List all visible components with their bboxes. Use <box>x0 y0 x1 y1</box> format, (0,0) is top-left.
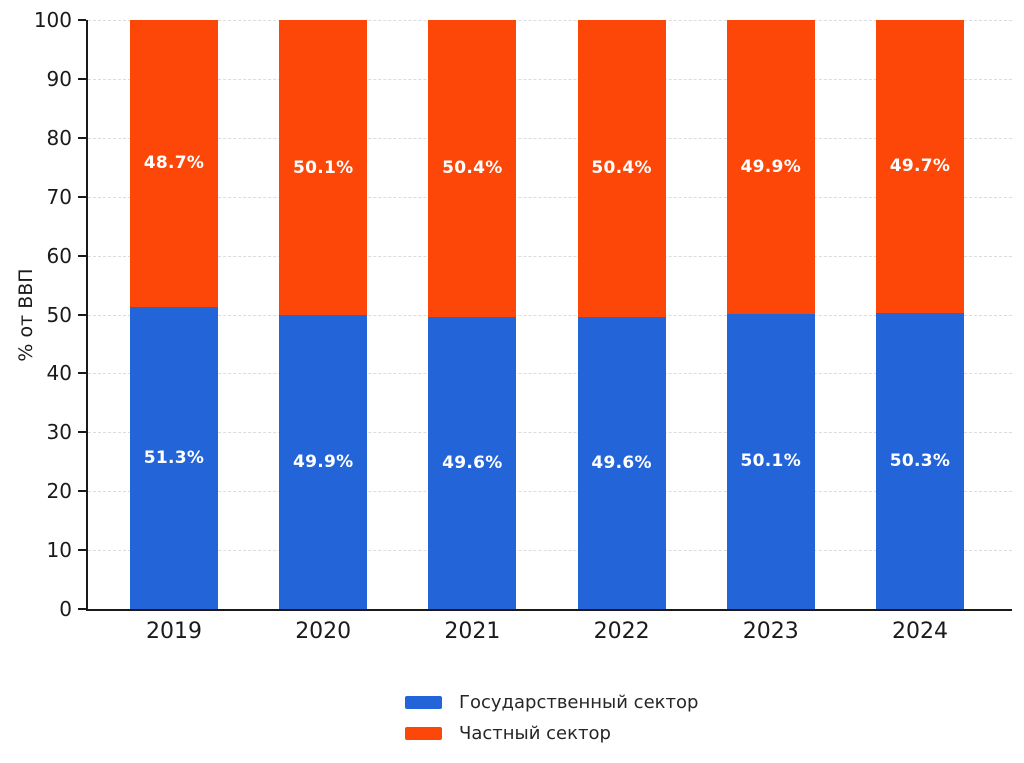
gridline-y-100 <box>88 20 1012 21</box>
y-axis-spine <box>86 20 88 611</box>
x-tick-label-2023: 2023 <box>742 619 799 644</box>
bar-2023-private-label: 49.9% <box>740 156 802 177</box>
bar-2023-state-segment: 50.1% <box>726 313 815 609</box>
bar-2022: 50.4% 49.6% <box>577 20 666 609</box>
bar-2019: 48.7% 51.3% <box>130 20 218 609</box>
gridline-y-20 <box>88 491 1012 493</box>
bar-2021: 50.4% 49.6% <box>428 20 517 609</box>
y-tick-label-60: 60 <box>46 243 72 268</box>
plot-area: 48.7% 51.3% 50.1% 49.9% 50.4% 49.6% 50.4% 49.6%… <box>34 8 1012 644</box>
bar-2023-state-label: 50.1% <box>740 451 802 472</box>
y-tick-mark-40 <box>78 372 86 375</box>
bar-2022-private-segment: 50.4% <box>577 20 666 317</box>
gridline-y-70 <box>88 196 1012 198</box>
bar-2019-state-label: 51.3% <box>143 447 205 468</box>
y-tick-mark-80 <box>78 136 86 139</box>
x-tick-label-2021: 2021 <box>444 619 501 644</box>
legend-swatch-icon <box>405 696 442 709</box>
bar-2020-private-label: 50.1% <box>292 157 354 178</box>
y-tick-mark-20 <box>78 490 86 493</box>
y-tick-label-0: 0 <box>59 597 72 621</box>
x-tick-label-2024: 2024 <box>892 619 948 644</box>
gridline-y-50 <box>88 314 1012 316</box>
y-tick-label-40: 40 <box>46 361 72 386</box>
legend-label: Частный сектор <box>459 723 611 744</box>
bar-2019-state-segment: 51.3% <box>130 306 218 609</box>
y-tick-label-20: 20 <box>46 479 72 504</box>
gridline-y-90 <box>88 78 1012 80</box>
y-axis-title: % от ВВП <box>15 268 37 362</box>
gridline-y-30 <box>88 432 1012 434</box>
y-tick-mark-70 <box>78 195 86 198</box>
bar-2023-private-segment: 49.9% <box>726 20 815 314</box>
bar-2019-private-label: 48.7% <box>143 153 205 174</box>
y-tick-label-10: 10 <box>46 538 72 563</box>
x-tick-label-2022: 2022 <box>593 619 650 644</box>
bar-2022-state-label: 49.6% <box>591 452 652 473</box>
bar-2024-private-segment: 49.7% <box>876 20 964 313</box>
y-tick-label-100: 100 <box>33 8 72 32</box>
y-tick-mark-60 <box>78 254 86 257</box>
legend-item-1: Частный сектор <box>405 723 698 744</box>
y-tick-mark-50 <box>78 313 86 316</box>
x-axis-spine <box>86 608 1012 611</box>
y-tick-label-90: 90 <box>46 66 72 91</box>
gridline-y-40 <box>88 373 1012 375</box>
legend-swatch-icon <box>405 727 442 740</box>
y-tick-mark-10 <box>78 549 86 552</box>
y-tick-label-70: 70 <box>46 184 72 209</box>
legend-label: Государственный сектор <box>459 692 699 713</box>
y-tick-label-30: 30 <box>46 420 72 445</box>
bar-2023: 49.9% 50.1% <box>726 20 815 609</box>
x-tick-label-2020: 2020 <box>295 619 352 644</box>
bar-2020-state-label: 49.9% <box>292 452 354 473</box>
bar-2024-state-label: 50.3% <box>889 450 951 471</box>
y-tick-mark-90 <box>78 77 86 80</box>
bar-2024: 49.7% 50.3% <box>876 20 964 609</box>
bar-2024-state-segment: 50.3% <box>876 312 964 609</box>
gridline-y-80 <box>88 137 1012 139</box>
bar-2021-state-segment: 49.6% <box>428 316 517 609</box>
bar-2020: 50.1% 49.9% <box>279 20 368 609</box>
bar-2022-private-label: 50.4% <box>591 158 652 179</box>
bar-2020-state-segment: 49.9% <box>279 315 368 609</box>
x-tick-label-2019: 2019 <box>146 619 202 644</box>
bar-2021-private-segment: 50.4% <box>428 20 517 317</box>
y-tick-label-80: 80 <box>46 125 72 150</box>
bar-2019-private-segment: 48.7% <box>130 20 218 307</box>
chart-legend: Государственный сектор Частный сектор <box>405 692 698 744</box>
y-tick-mark-0 <box>78 608 86 610</box>
bar-2021-state-label: 49.6% <box>442 452 503 473</box>
legend-item-0: Государственный сектор <box>405 692 698 713</box>
gridline-y-60 <box>88 255 1012 257</box>
bar-2022-state-segment: 49.6% <box>577 316 666 609</box>
y-tick-mark-100 <box>78 19 86 21</box>
y-tick-label-50: 50 <box>46 302 72 327</box>
gridline-y-10 <box>88 550 1012 552</box>
bar-2024-private-label: 49.7% <box>889 156 951 177</box>
y-tick-mark-30 <box>78 431 86 434</box>
bar-2020-private-segment: 50.1% <box>279 20 368 316</box>
bar-2021-private-label: 50.4% <box>442 158 503 179</box>
